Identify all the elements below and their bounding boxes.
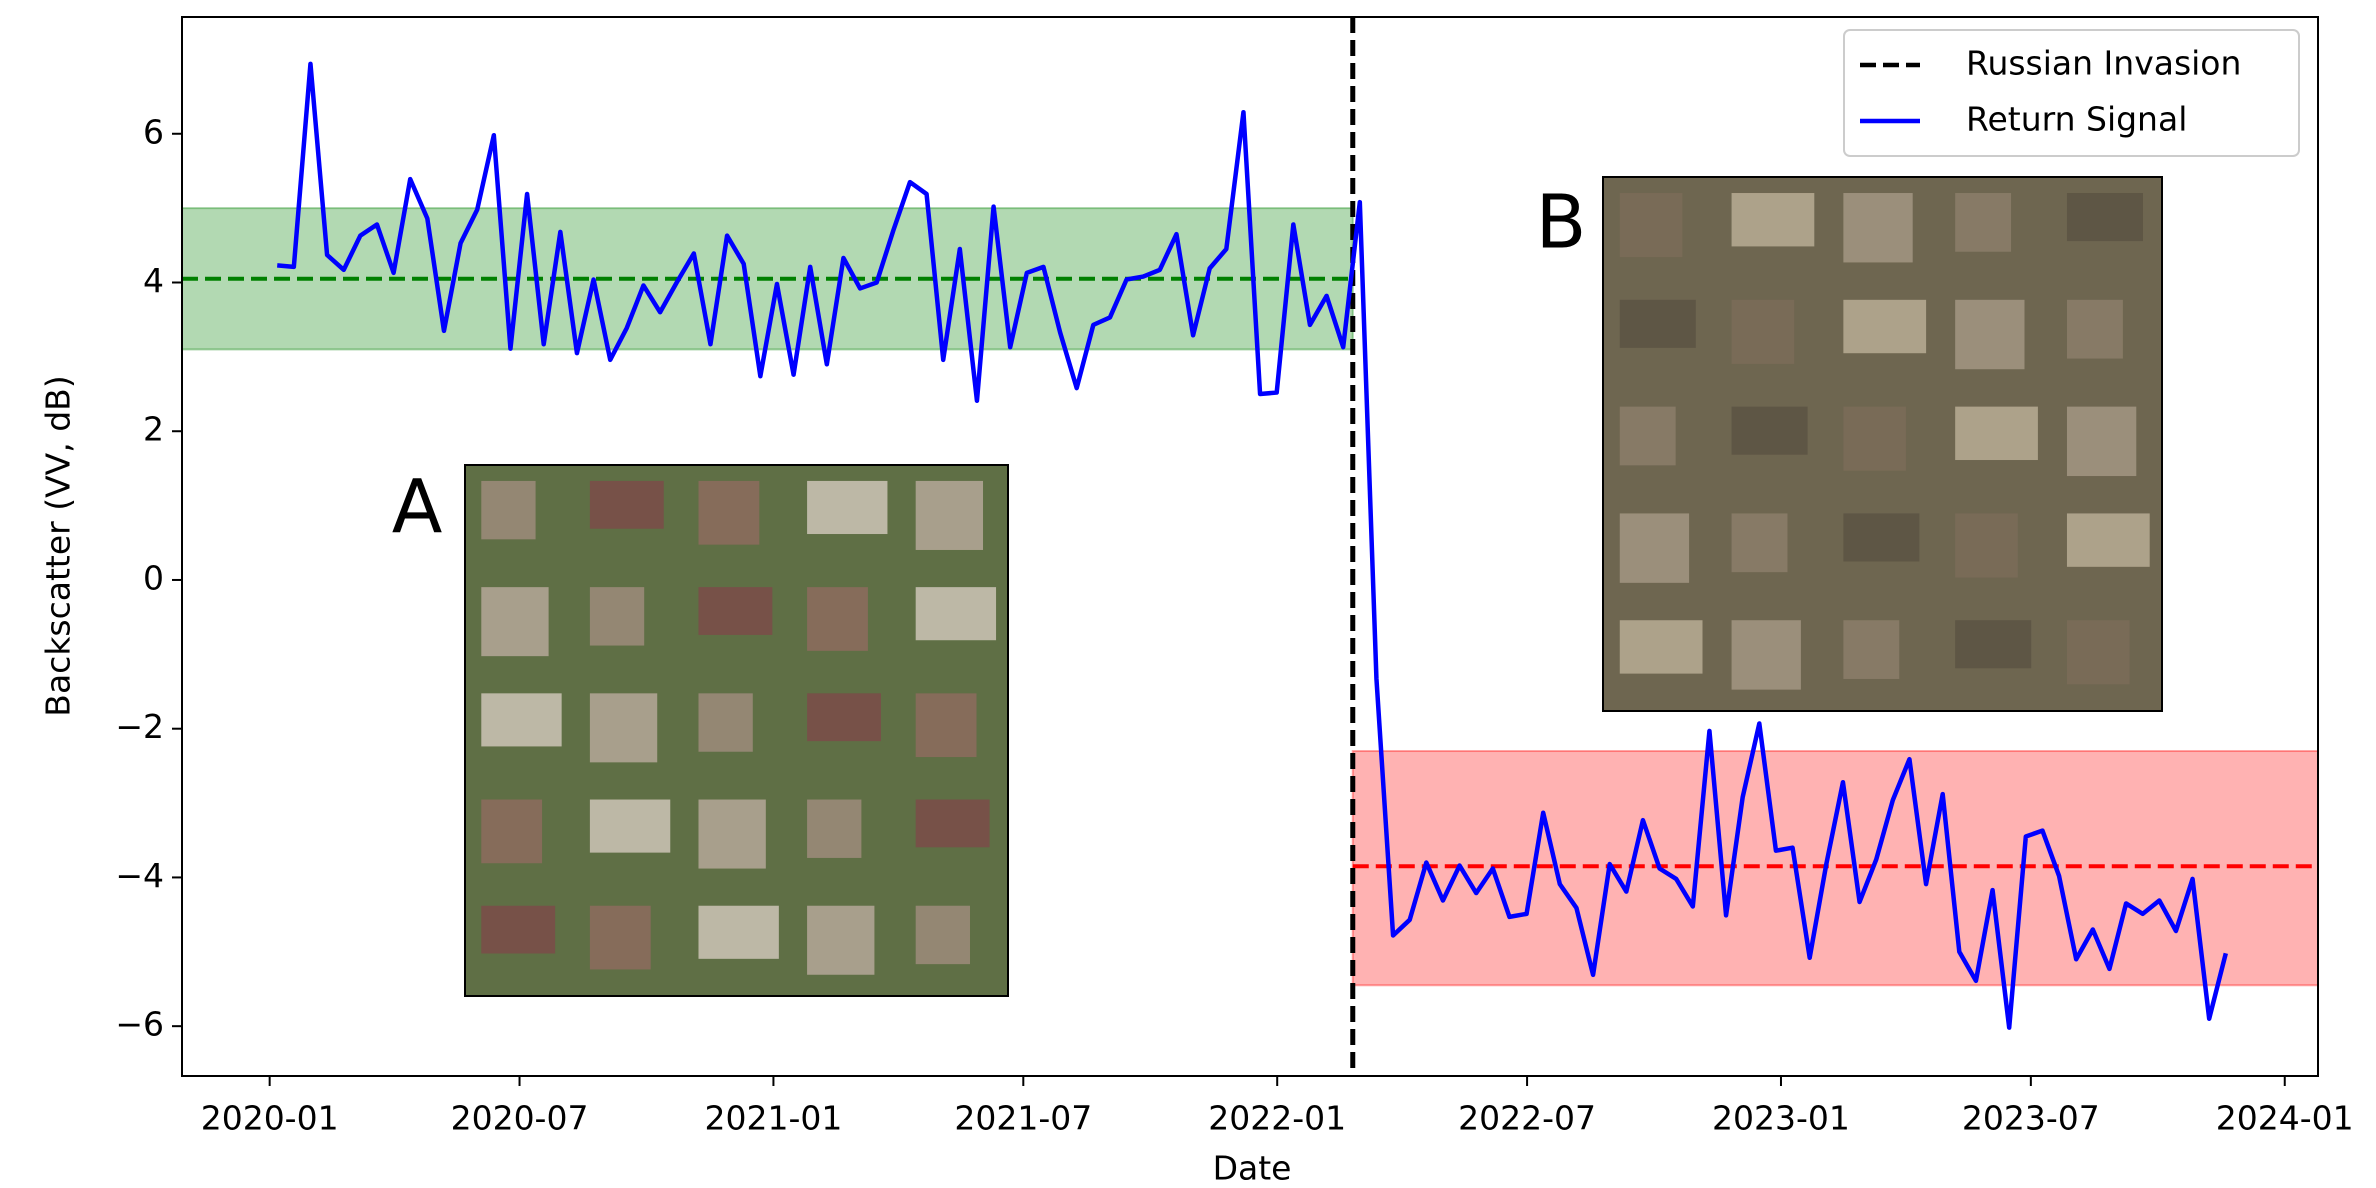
inset-building — [1731, 406, 1808, 455]
inset-building — [915, 905, 970, 965]
x-tick-label: 2023-01 — [1712, 1099, 1850, 1138]
inset-building — [915, 799, 990, 848]
inset-building — [698, 693, 753, 752]
data-line — [277, 61, 2228, 1030]
inset-building — [807, 905, 875, 975]
y-axis-label: Backscatter (VV, dB) — [39, 375, 78, 716]
inset-building — [2066, 406, 2137, 477]
x-tick-label: 2020-07 — [451, 1099, 589, 1138]
inset-building — [2066, 299, 2123, 359]
y-tick-label: 6 — [143, 112, 164, 151]
inset-building — [1843, 406, 1906, 471]
inset-building — [807, 587, 868, 651]
legend-label: Russian Invasion — [1966, 44, 2241, 83]
inset-label: A — [392, 465, 443, 551]
inset-building — [2066, 620, 2130, 685]
legend-label: Return Signal — [1966, 100, 2187, 139]
inset-image — [464, 464, 1009, 997]
inset-building — [2066, 513, 2150, 567]
x-tick-label: 2022-01 — [1208, 1099, 1346, 1138]
inset-building — [481, 905, 556, 954]
inset-building — [1843, 299, 1927, 354]
inset-building — [481, 480, 536, 540]
x-tick-label: 2020-01 — [201, 1099, 339, 1138]
y-tick-label: −6 — [115, 1005, 164, 1044]
inset-building — [807, 480, 888, 535]
inset-building — [1731, 299, 1795, 364]
inset-building — [698, 799, 766, 869]
y-tick-label: −4 — [115, 856, 164, 895]
x-tick-label: 2021-07 — [954, 1099, 1092, 1138]
x-tick-label: 2022-07 — [1458, 1099, 1596, 1138]
inset-building — [481, 587, 549, 657]
inset-building — [807, 693, 881, 742]
inset-building — [589, 480, 664, 529]
inset-building — [1955, 299, 2025, 370]
x-tick-label: 2023-07 — [1962, 1099, 2100, 1138]
inset-building — [589, 905, 651, 970]
inset-building — [1619, 406, 1676, 466]
inset-building — [1619, 299, 1696, 348]
inset-border — [464, 464, 1009, 997]
inset-building — [915, 587, 997, 641]
plot-frame — [181, 16, 2319, 1077]
x-tick-label: 2021-01 — [704, 1099, 842, 1138]
inset-building — [1843, 193, 1913, 263]
y-tick-label: 2 — [143, 410, 164, 449]
inset-building — [915, 480, 984, 550]
inset-building — [1955, 620, 2032, 669]
inset-building — [1731, 513, 1788, 573]
inset-building — [698, 587, 773, 635]
y-tick-label: −2 — [115, 707, 164, 746]
legend-box — [1843, 29, 2300, 157]
x-tick-label: 2024-01 — [2216, 1099, 2354, 1138]
y-tick-label: 0 — [143, 558, 164, 597]
inset-building — [1731, 620, 1801, 690]
inset-building — [1843, 620, 1900, 679]
inset-building — [2066, 193, 2143, 242]
inset-border — [1602, 176, 2163, 712]
y-tick-label: 4 — [143, 261, 164, 300]
inset-image — [1602, 176, 2163, 712]
inset-building — [1843, 513, 1920, 562]
inset-building — [698, 480, 760, 545]
inset-building — [1955, 193, 2012, 252]
inset-building — [915, 693, 977, 758]
inset-building — [1619, 513, 1690, 583]
inset-building — [589, 587, 645, 646]
inset-building — [481, 693, 562, 747]
inset-label: B — [1536, 180, 1587, 266]
inset-building — [1955, 406, 2038, 461]
inset-building — [589, 799, 671, 853]
inset-building — [1955, 513, 2018, 578]
x-axis-label: Date — [1213, 1149, 1292, 1188]
inset-building — [1619, 193, 1683, 258]
inset-building — [589, 693, 658, 763]
inset-building — [481, 799, 543, 864]
band — [1351, 750, 2319, 987]
inset-building — [807, 799, 862, 858]
inset-building — [1731, 193, 1815, 247]
inset-building — [698, 905, 779, 959]
inset-building — [1619, 620, 1703, 674]
